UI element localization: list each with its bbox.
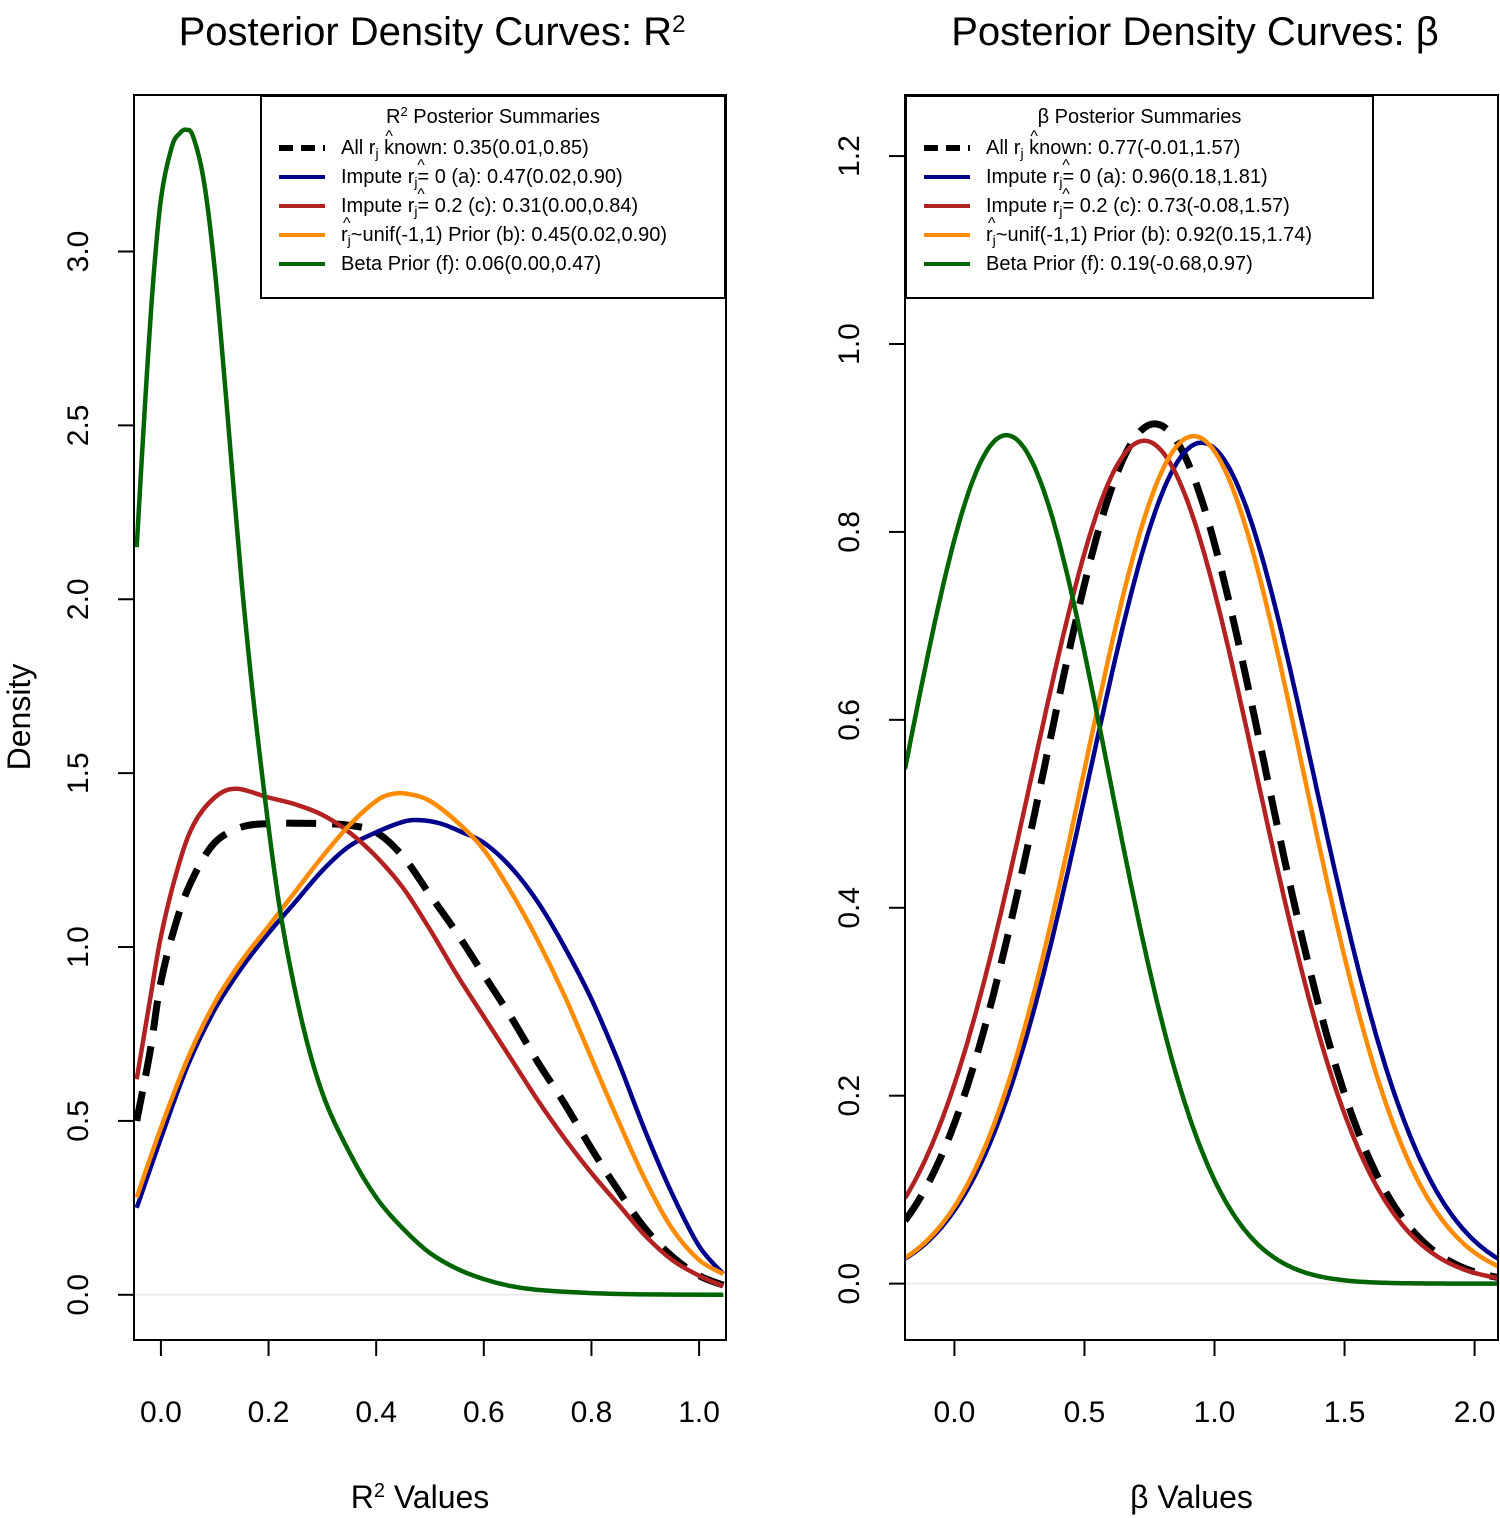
legend-entry-3: Impute rj= 0.2 (c): 0.31(0.00,0.84) <box>341 195 638 219</box>
x-tick-label: 0.0 <box>934 1396 976 1429</box>
y-tick-label: 0.4 <box>833 887 866 929</box>
legend-entry-4: rj~unif(-1,1) Prior (b): 0.92(0.15,1.74) <box>986 224 1312 248</box>
series-group <box>905 420 1498 1286</box>
hat-mark: ^ <box>417 186 425 203</box>
y-tick-label: 0.0 <box>62 1274 95 1316</box>
legend-entry-5: Beta Prior (f): 0.06(0.00,0.47) <box>341 253 601 275</box>
legend-entry-3: Impute rj= 0.2 (c): 0.73(-0.08,1.57) <box>986 195 1290 219</box>
legend-entry-4: rj~unif(-1,1) Prior (b): 0.45(0.02,0.90) <box>341 224 667 248</box>
hat-mark: ^ <box>343 215 351 232</box>
series-group <box>134 127 725 1298</box>
legend-box <box>260 95 726 299</box>
legend-entry-5: Beta Prior (f): 0.19(-0.68,0.97) <box>986 253 1253 275</box>
x-tick-label: 1.0 <box>678 1396 720 1429</box>
legend-entry-2: Impute rj= 0 (a): 0.96(0.18,1.81) <box>986 166 1268 190</box>
y-tick-label: 0.8 <box>833 511 866 553</box>
legend: β Posterior Summaries All rj known: 0.77(… <box>905 95 1374 299</box>
y-tick-label: 3.0 <box>62 231 95 273</box>
hat-mark: ^ <box>1062 186 1070 203</box>
series-line-4 <box>905 433 1498 1269</box>
x-tick-label: 0.0 <box>140 1396 182 1429</box>
legend-box <box>905 95 1374 299</box>
y-tick-label: 1.2 <box>833 135 866 177</box>
y-tick-label: 0.6 <box>833 699 866 741</box>
y-tick-label: 2.5 <box>62 405 95 447</box>
series-line-1 <box>134 819 725 1289</box>
series-line-4 <box>134 790 725 1276</box>
series-line-2 <box>134 817 725 1276</box>
x-tick-label: 0.4 <box>355 1396 397 1429</box>
legend-entry-1: All rj known: 0.77(-0.01,1.57) <box>986 137 1240 161</box>
x-tick-label: 2.0 <box>1454 1396 1496 1429</box>
legend-title: β Posterior Summaries <box>1038 106 1242 128</box>
x-tick-label: 0.8 <box>571 1396 613 1429</box>
y-tick-label: 1.5 <box>62 752 95 794</box>
hat-mark: ^ <box>988 215 996 232</box>
hat-mark: ^ <box>1030 128 1038 145</box>
chart-title: Posterior Density Curves: β <box>951 10 1439 54</box>
x-tick-label: 0.2 <box>248 1396 290 1429</box>
series-line-5 <box>905 432 1498 1286</box>
x-tick-label: 1.0 <box>1194 1396 1236 1429</box>
legend: R2 Posterior Summaries All rj known: 0.35… <box>260 95 726 299</box>
x-axis-label: β Values <box>1130 1479 1253 1515</box>
x-tick-label: 0.5 <box>1064 1396 1106 1429</box>
panel-2: Posterior Density Curves: β 0.0 0.5 1.0 1.5 2… <box>833 10 1499 1515</box>
legend-title: R2 Posterior Summaries <box>386 104 600 129</box>
x-tick-label: 0.6 <box>463 1396 505 1429</box>
y-tick-label: 2.0 <box>62 578 95 620</box>
x-axis-label: R2 Values <box>351 1479 490 1515</box>
series-line-2 <box>905 440 1498 1261</box>
y-tick-label: 0.5 <box>62 1100 95 1142</box>
series-line-5 <box>134 127 724 1298</box>
series-line-3 <box>134 786 725 1289</box>
legend-entry-2: Impute rj= 0 (a): 0.47(0.02,0.90) <box>341 166 623 190</box>
x-tick-label: 1.5 <box>1324 1396 1366 1429</box>
hat-mark: ^ <box>417 157 425 174</box>
y-tick-label: 0.0 <box>833 1263 866 1305</box>
y-tick-label: 1.0 <box>62 926 95 968</box>
panel-1: Posterior Density Curves: R2 0.0 0.2 0.4 0.6… <box>1 10 727 1515</box>
y-tick-label: 0.2 <box>833 1075 866 1117</box>
hat-mark: ^ <box>1062 157 1070 174</box>
y-axis-label: Density <box>1 664 37 771</box>
chart-title: Posterior Density Curves: R2 <box>179 10 686 54</box>
y-tick-label: 1.0 <box>833 323 866 365</box>
hat-mark: ^ <box>385 128 393 145</box>
legend-entry-1: All rj known: 0.35(0.01,0.85) <box>341 137 589 161</box>
series-line-3 <box>905 438 1498 1281</box>
series-line-1 <box>905 420 1498 1281</box>
